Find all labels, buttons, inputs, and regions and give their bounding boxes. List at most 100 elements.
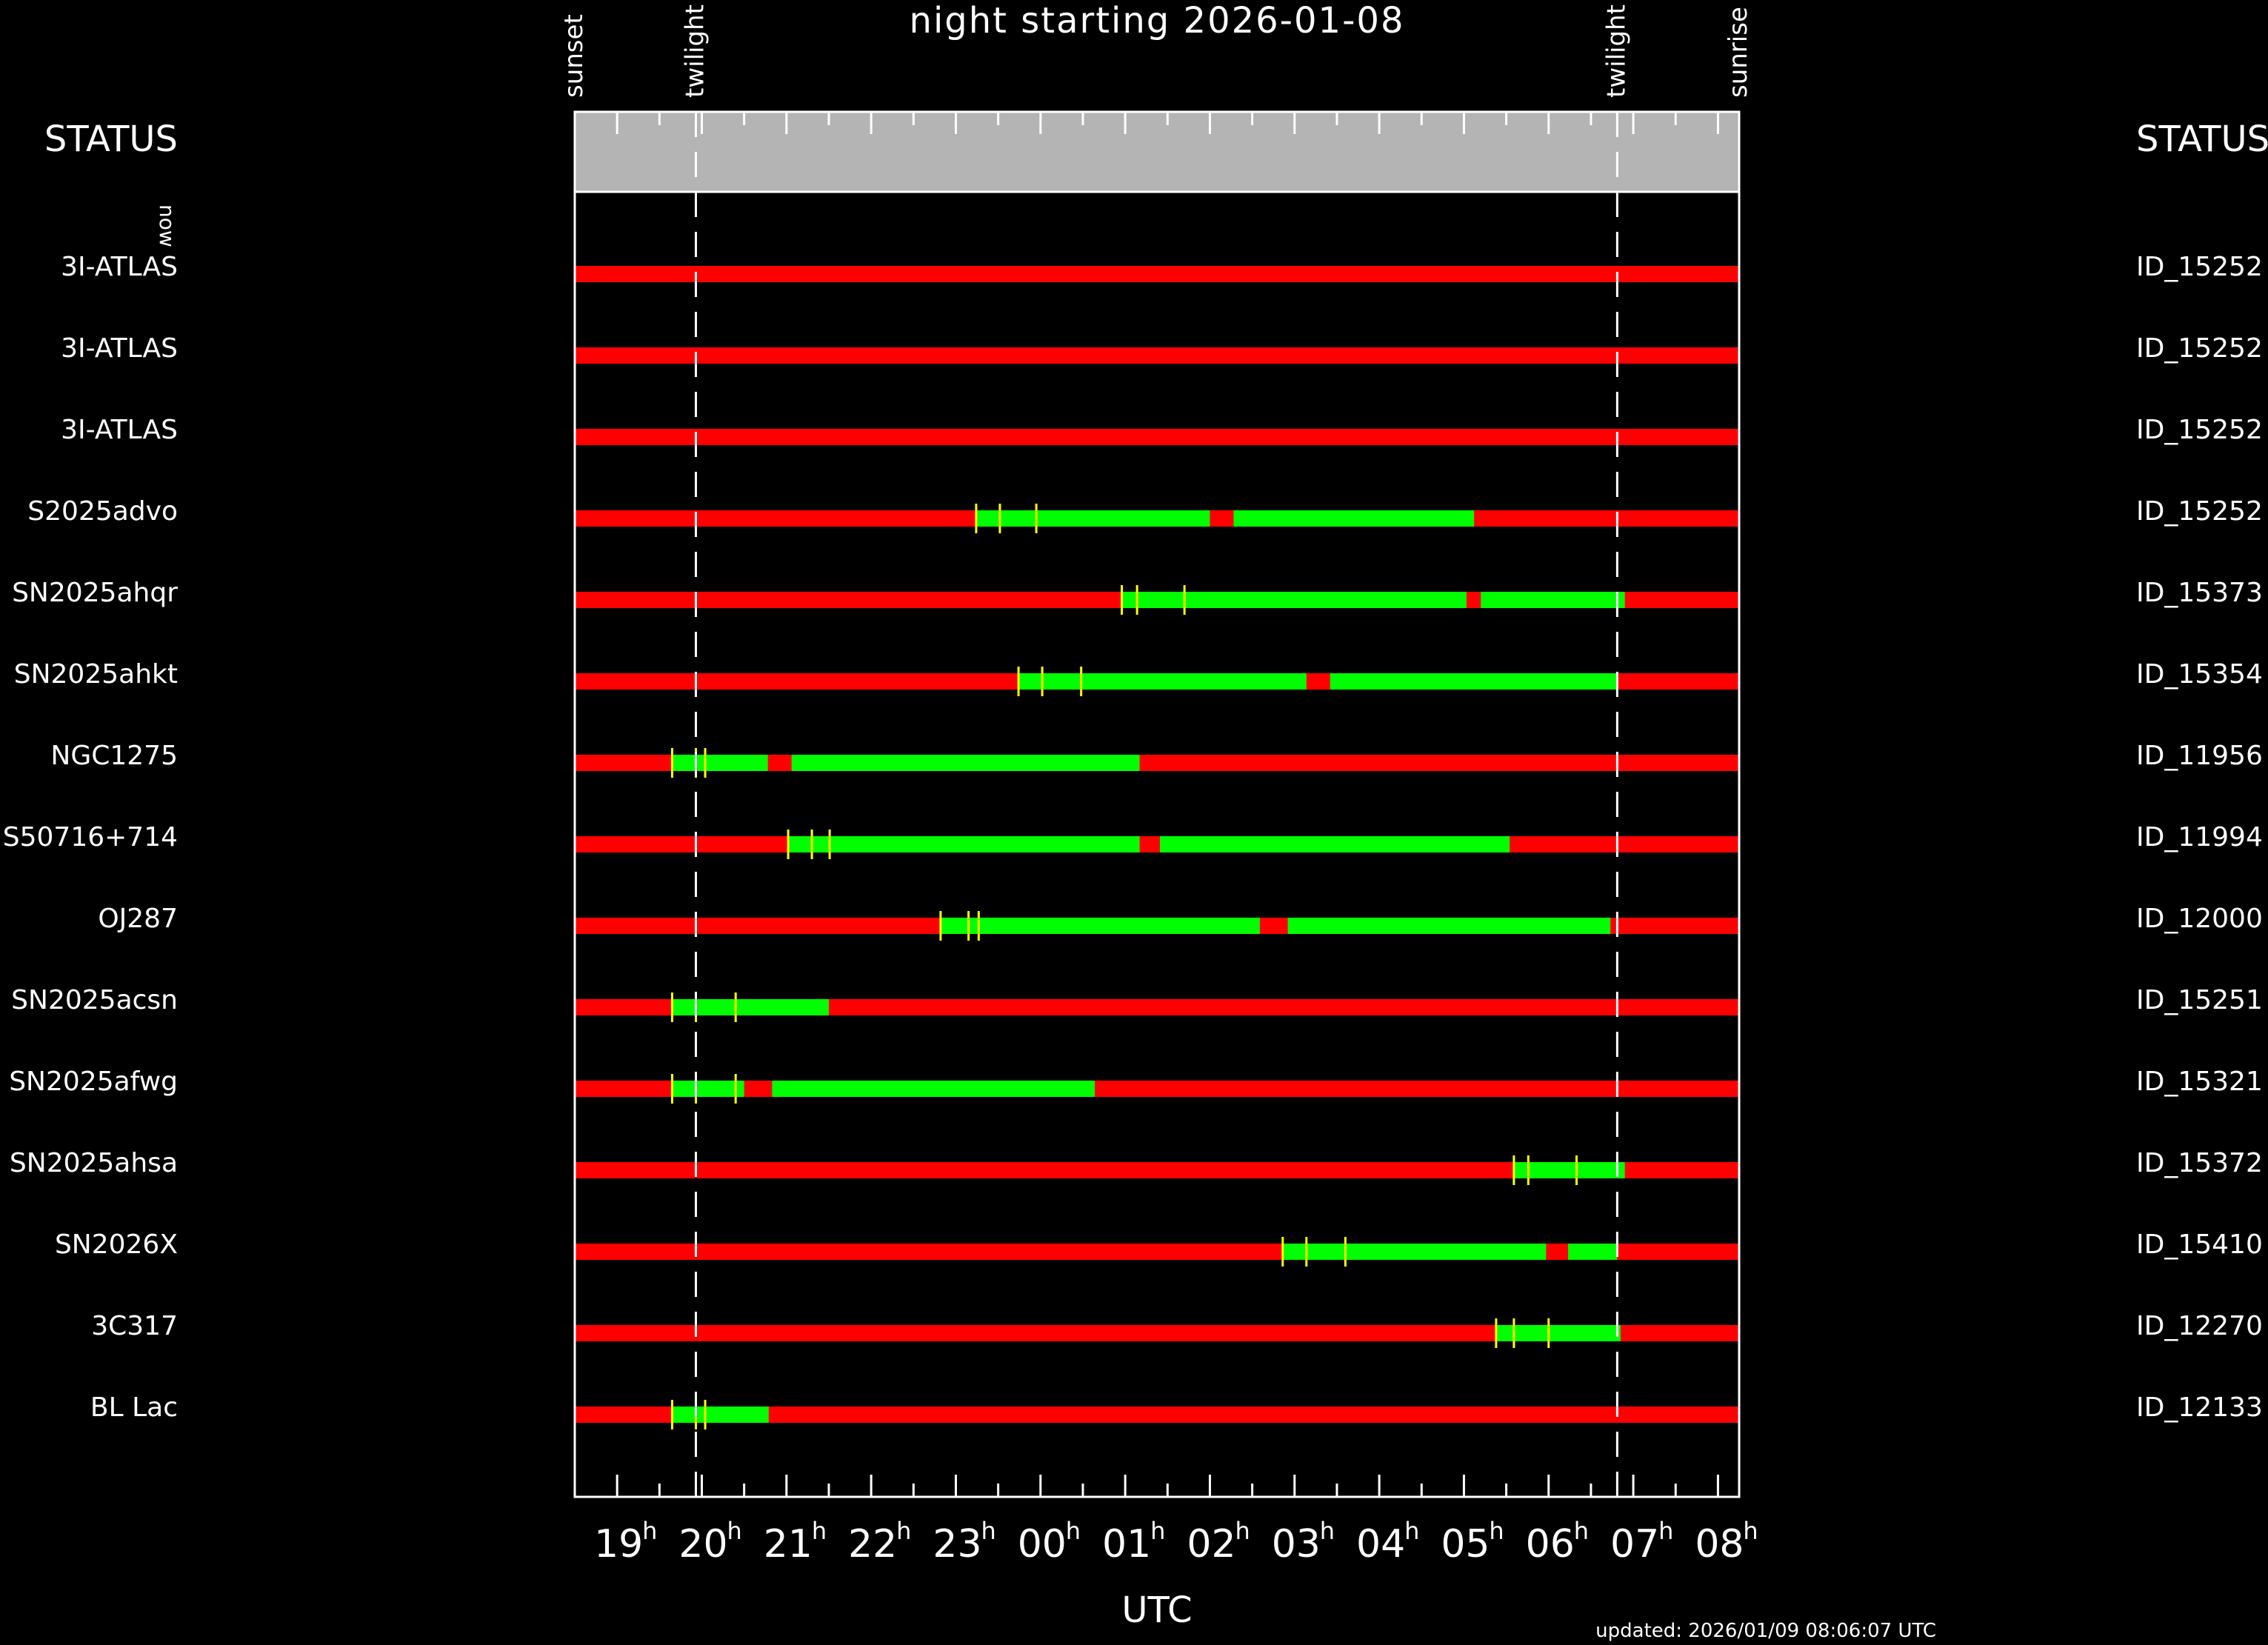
- marker-label-sunrise: sunrise: [1724, 7, 1753, 98]
- target-id: ID_15321: [2136, 1067, 2263, 1097]
- left-status-header: STATUS: [44, 119, 178, 160]
- target-row: 3I-ATLAS ID_15252: [61, 415, 2263, 445]
- plot-frame: [573, 110, 1741, 1498]
- target-name: S2025advo: [27, 496, 178, 527]
- observable-segment: [791, 755, 1140, 771]
- target-id: ID_15354: [2136, 659, 2263, 690]
- target-name: S50716+714: [3, 822, 178, 852]
- unobservable-bar: [575, 1244, 1739, 1260]
- unobservable-bar: [575, 1162, 1739, 1178]
- unobservable-bar: [575, 266, 1739, 282]
- twilight-lines: [694, 112, 1618, 1497]
- hour-superscript: h: [981, 1517, 995, 1545]
- hour-superscript: h: [1320, 1517, 1335, 1545]
- observable-segment: [672, 755, 768, 771]
- target-id: ID_12270: [2136, 1311, 2263, 1341]
- observable-segment: [1287, 918, 1611, 934]
- hour-label: 04: [1356, 1522, 1405, 1566]
- hour-superscript: h: [1658, 1517, 1673, 1545]
- observable-segment: [1121, 592, 1467, 608]
- target-name: 3I-ATLAS: [61, 333, 178, 364]
- hour-label: 05: [1441, 1522, 1490, 1566]
- target-row: SN2025ahqr ID_15373: [12, 578, 2263, 615]
- target-id: ID_11956: [2136, 741, 2263, 771]
- x-axis-label: UTC: [1121, 1589, 1192, 1631]
- unobservable-bar: [575, 1325, 1739, 1341]
- target-name: SN2025afwg: [9, 1067, 178, 1097]
- hour-superscript: h: [1489, 1517, 1504, 1545]
- unobservable-bar: [575, 347, 1739, 364]
- hour-label: 22: [848, 1522, 897, 1566]
- hour-label: 02: [1187, 1522, 1235, 1566]
- target-row: SN2025acsn ID_15251: [11, 985, 2263, 1022]
- hour-label: 01: [1102, 1522, 1151, 1566]
- target-id: ID_15252: [2136, 333, 2263, 364]
- marker-label-sunset: sunset: [559, 14, 589, 98]
- observable-segment: [1495, 1325, 1621, 1341]
- target-id: ID_15252: [2136, 415, 2263, 445]
- target-row: SN2026X ID_15410: [55, 1229, 2263, 1267]
- unobservable-bar: [575, 429, 1739, 445]
- target-name: SN2026X: [55, 1229, 178, 1260]
- x-axis: 19h 20h 21h 22h 23h 00h 01h 02h 03h 04h 05h 06h 07h 0…: [594, 112, 1758, 1566]
- target-row: OJ287 ID_12000: [98, 904, 2263, 941]
- target-id: ID_12133: [2136, 1392, 2263, 1423]
- observable-segment: [672, 1081, 744, 1097]
- sun-markers: sunset twilight twilight sunrise: [559, 4, 1753, 98]
- target-row: 3I-ATLAS ID_15252: [61, 333, 2263, 364]
- unobservable-bar: [575, 836, 1739, 852]
- observable-segment: [1018, 673, 1307, 690]
- hour-superscript: h: [642, 1517, 657, 1545]
- target-id: ID_15251: [2136, 985, 2263, 1015]
- target-row: SN2025ahsa ID_15372: [10, 1148, 2263, 1185]
- target-id: ID_15373: [2136, 578, 2263, 608]
- observable-segment: [1160, 836, 1510, 852]
- hour-label: 20: [678, 1522, 727, 1566]
- hour-superscript: h: [1404, 1517, 1419, 1545]
- target-rows: 3I-ATLAS ID_15252 3I-ATLAS ID_15252 3I-ATLAS…: [3, 252, 2263, 1429]
- marker-label-twilight: twilight: [680, 4, 710, 98]
- target-name: NGC1275: [50, 741, 178, 771]
- target-row: SN2025ahkt ID_15354: [14, 659, 2263, 696]
- target-id: ID_12000: [2136, 904, 2263, 934]
- hour-label: 03: [1272, 1522, 1321, 1566]
- target-name: 3I-ATLAS: [61, 252, 178, 282]
- hour-superscript: h: [896, 1517, 911, 1545]
- right-status-header: STATUS: [2136, 119, 2268, 160]
- target-id: ID_15252: [2136, 496, 2263, 527]
- target-row: S2025advo ID_15252: [27, 496, 2263, 533]
- hour-label: 06: [1526, 1522, 1575, 1566]
- target-name: BL Lac: [90, 1392, 178, 1423]
- hour-label: 21: [764, 1522, 813, 1566]
- hour-superscript: h: [812, 1517, 827, 1545]
- hour-label: 00: [1018, 1522, 1067, 1566]
- target-row: 3I-ATLAS ID_15252: [61, 252, 2263, 282]
- observable-segment: [1513, 1162, 1625, 1178]
- target-name: SN2025ahsa: [10, 1148, 178, 1178]
- hour-label: 23: [933, 1522, 981, 1566]
- hour-superscript: h: [1235, 1517, 1250, 1545]
- unobservable-bar: [575, 999, 1739, 1015]
- unobservable-bar: [575, 1081, 1739, 1097]
- target-row: S50716+714 ID_11994: [3, 822, 2263, 859]
- chart-title: night starting 2026-01-08: [910, 0, 1405, 41]
- target-name: 3I-ATLAS: [61, 415, 178, 445]
- updated-stamp: updated: 2026/01/09 08:06:07 UTC: [1595, 1620, 1936, 1642]
- target-name: SN2025ahqr: [12, 578, 178, 608]
- observable-segment: [1568, 1244, 1618, 1260]
- target-row: 3C317 ID_12270: [91, 1311, 2263, 1348]
- hour-superscript: h: [727, 1517, 741, 1545]
- target-row: SN2025afwg ID_15321: [9, 1067, 2263, 1104]
- observable-segment: [788, 836, 1140, 852]
- observable-segment: [1481, 592, 1625, 608]
- observable-segment: [1233, 510, 1475, 527]
- hour-label: 19: [594, 1522, 643, 1566]
- observable-segment: [772, 1081, 1095, 1097]
- target-row: NGC1275 ID_11956: [50, 741, 2263, 778]
- hour-superscript: h: [1743, 1517, 1758, 1545]
- hour-label: 07: [1610, 1522, 1659, 1566]
- observable-segment: [1330, 673, 1618, 690]
- target-name: SN2025acsn: [11, 985, 178, 1015]
